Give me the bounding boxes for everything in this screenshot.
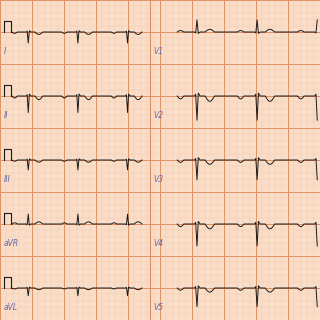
Text: aVL: aVL bbox=[4, 303, 18, 312]
Text: I: I bbox=[4, 47, 6, 56]
Text: V5: V5 bbox=[153, 303, 163, 312]
Text: aVR: aVR bbox=[4, 239, 19, 248]
Text: II: II bbox=[4, 111, 9, 120]
Text: V4: V4 bbox=[153, 239, 163, 248]
Text: III: III bbox=[4, 175, 11, 184]
Text: V2: V2 bbox=[153, 111, 163, 120]
Text: V1: V1 bbox=[153, 47, 163, 56]
Text: V3: V3 bbox=[153, 175, 163, 184]
